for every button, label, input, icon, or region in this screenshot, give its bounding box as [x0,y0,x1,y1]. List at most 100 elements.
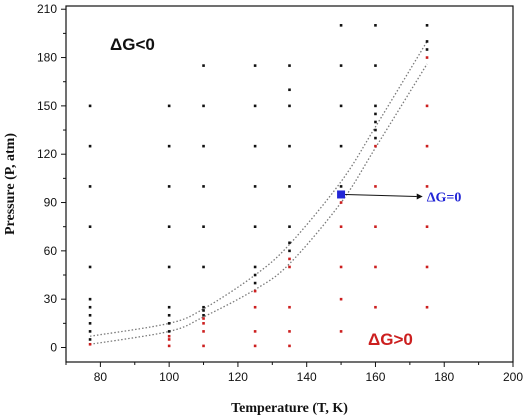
data-point-black [339,24,343,27]
data-point-black [425,40,429,43]
data-point-black [339,185,343,188]
data-point-black [339,64,343,67]
data-point-red [288,330,291,333]
data-point-red [167,344,171,348]
data-point-black [288,64,291,67]
data-point-black [88,265,92,269]
data-point-black [288,185,291,188]
data-point-black [88,322,92,325]
data-point-black [88,330,92,333]
y-tick-label: 120 [37,147,57,161]
data-point-black [202,265,205,269]
data-point-red [339,265,343,269]
data-point-red [425,305,429,309]
data-point-red [253,330,257,333]
data-point-black [167,322,171,325]
data-point-red [374,144,377,148]
data-point-black [374,128,377,132]
data-point-red [253,289,257,293]
data-point-black [374,104,377,108]
data-point-black [288,144,291,148]
x-tick-label: 100 [159,370,179,384]
data-point-black [288,104,291,108]
data-point-black [202,225,205,228]
data-point-black [288,249,291,253]
data-point-black [288,225,291,228]
data-point-black [253,265,257,269]
data-point-red [425,104,429,108]
region-label-negative: ΔG<0 [110,35,155,54]
data-point-black [167,265,171,269]
data-point-red [339,225,343,228]
region-label-positive: ΔG>0 [368,330,413,349]
data-point-black [202,185,205,188]
data-point-black [425,48,429,51]
data-point-red [288,344,291,348]
boundary-curves [89,41,428,345]
data-point-black [253,144,257,148]
equilibrium-arrowhead [416,193,423,200]
data-point-black [88,313,92,317]
y-axis-title: Pressure (P, atm) [3,133,18,235]
data-point-black [374,64,377,67]
data-point-red [425,225,429,228]
data-point-black [253,281,257,285]
data-point-black [167,305,171,309]
data-point-black [339,144,343,148]
data-point-black [88,225,92,228]
data-point-red [374,305,377,309]
x-tick-label: 140 [297,370,317,384]
data-point-red [202,330,205,333]
data-point-black [374,24,377,27]
data-point-black [288,241,291,245]
data-point-red [167,334,171,338]
plot-frame [65,5,514,363]
y-tick-label: 210 [37,2,57,16]
x-tick-label: 120 [228,370,248,384]
data-point-black [253,273,257,277]
y-tick-label: 150 [37,99,57,113]
data-point-red [202,317,205,320]
data-point-black [374,112,377,116]
data-point-red [167,338,171,341]
data-point-black [202,313,205,317]
x-tick-label: 80 [94,370,108,384]
x-tick-label: 160 [365,370,385,384]
data-point-black [88,297,92,301]
data-point-black [88,144,92,148]
data-point-red [339,297,343,301]
data-point-black [88,185,92,188]
equilibrium-point-marker [337,190,346,199]
data-point-black [88,338,92,341]
data-point-red [425,265,429,269]
data-point-black [167,313,171,317]
data-point-black [202,104,205,108]
y-tick-label: 0 [50,341,57,355]
boundary-curve-1 [89,41,428,337]
data-point-red [374,185,377,188]
equilibrium-arrow-line [345,193,417,197]
data-point-black [288,88,291,92]
data-point-red [374,225,377,228]
data-point-red [202,344,205,348]
data-point-black [167,185,171,188]
annotations: ΔG<0 ΔG>0 ΔG=0 [110,35,461,349]
data-point-black [339,104,343,108]
data-point-red [425,56,429,59]
data-point-red [339,201,343,204]
data-point-red [425,185,429,188]
data-point-black [253,225,257,228]
data-point-black [374,136,377,140]
data-point-red [88,342,92,346]
data-point-black [253,185,257,188]
data-point-black [202,144,205,148]
axis-ticks: 80 100 120 140 160 180 200 0 30 60 90 120 150 180 210 [37,2,523,384]
data-point-red [288,257,291,261]
data-point-black [88,305,92,309]
data-point-black [253,104,257,108]
data-point-black [167,104,171,108]
data-point-black [374,120,377,124]
data-point-black [167,330,171,333]
data-point-black [253,64,257,67]
